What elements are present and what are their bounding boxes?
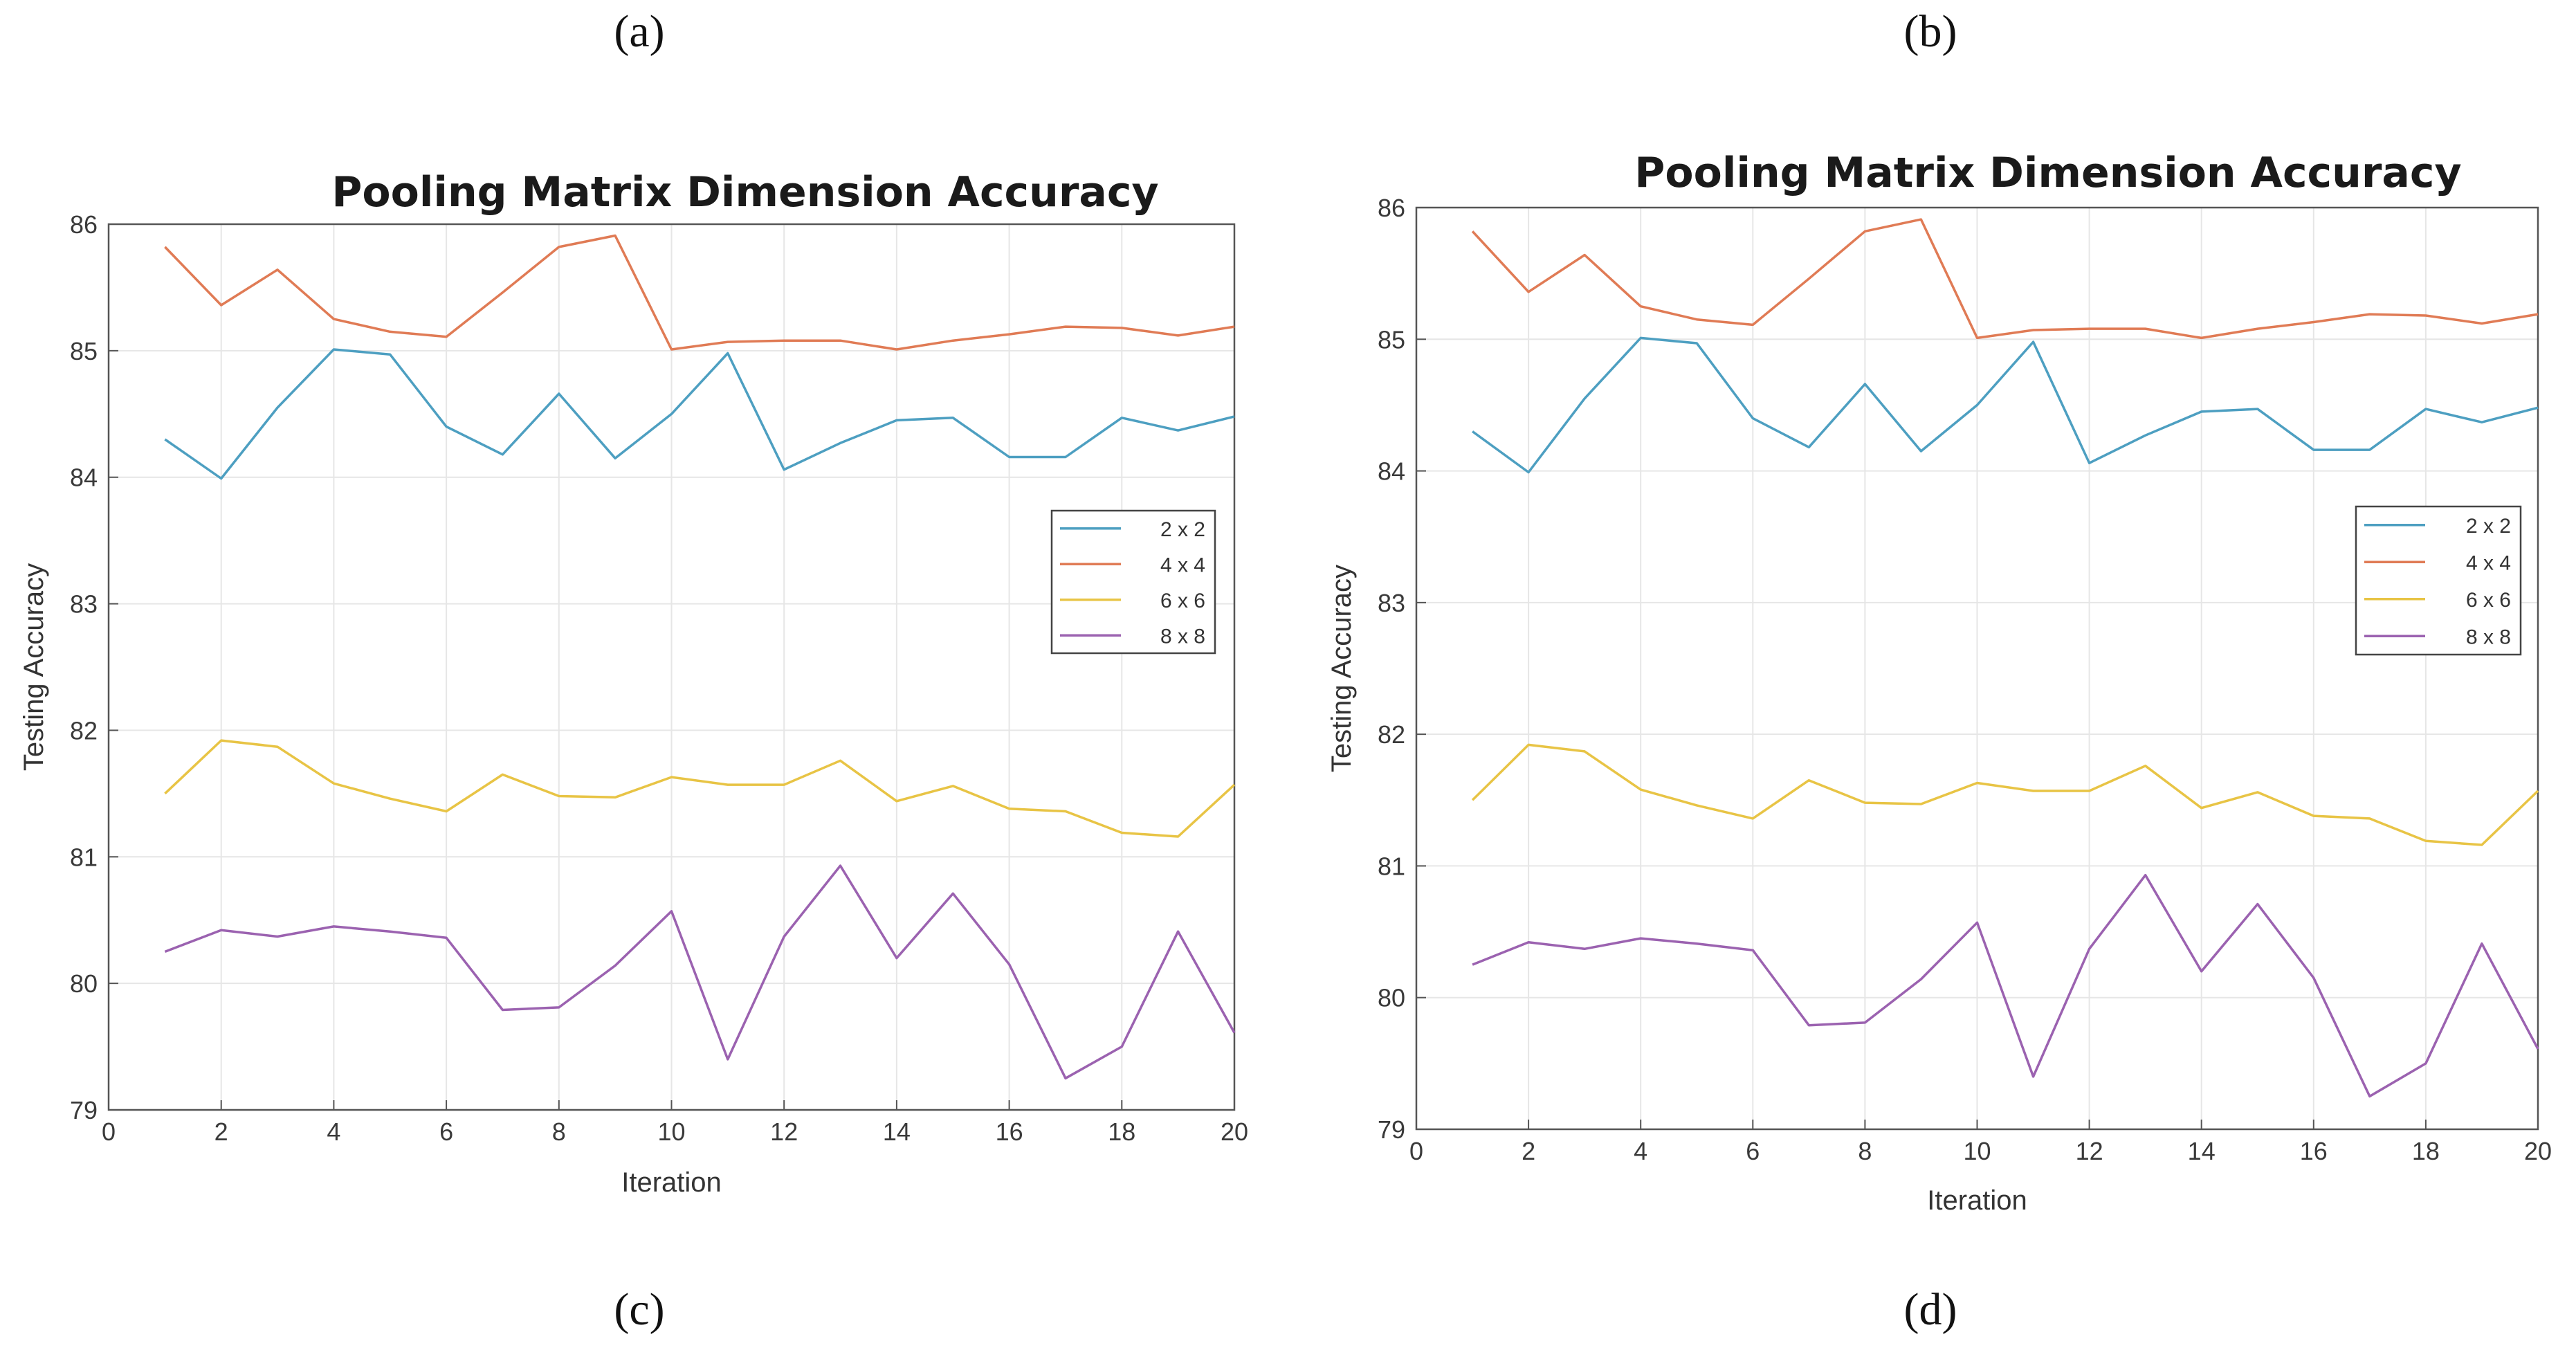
x-tick-label: 8 [1858, 1137, 1872, 1165]
y-tick-label: 86 [70, 210, 98, 239]
x-tick-label: 10 [1963, 1137, 1991, 1165]
panel-label-c: (c) [614, 1284, 665, 1335]
y-tick-label: 86 [1378, 194, 1405, 222]
y-axis-label: Testing Accuracy [19, 563, 49, 771]
legend-entry: 4 x 4 [2466, 551, 2511, 574]
legend-entry: 6 x 6 [2466, 589, 2511, 612]
x-tick-label: 18 [1108, 1118, 1135, 1146]
chart-title: Pooling Matrix Dimension Accuracy [331, 168, 1158, 217]
x-tick-label: 10 [657, 1118, 685, 1146]
x-tick-label: 12 [2076, 1137, 2103, 1165]
x-tick-label: 20 [1221, 1118, 1248, 1146]
x-tick-label: 14 [2188, 1137, 2216, 1165]
series-line-4x4 [164, 234, 1235, 351]
y-tick-label: 81 [70, 843, 98, 871]
x-tick-label: 16 [2300, 1137, 2328, 1165]
x-axis-label: Iteration [1927, 1185, 2027, 1216]
chart-left: 0 2 4 6 8 10 12 14 16 18 20 79 80 81 82 83 84 85 86 Pooling… [19, 168, 1248, 1198]
legend-entry: 2 x 2 [2466, 515, 2511, 538]
y-tick-label: 81 [1378, 852, 1405, 880]
legend-box [2355, 505, 2522, 656]
series-line-2x2 [164, 348, 1235, 480]
x-tick-label: 8 [552, 1118, 566, 1146]
x-tick-label: 20 [2524, 1137, 2552, 1165]
series-line-2x2 [1472, 336, 2539, 474]
legend-entry: 6 x 6 [1160, 590, 1205, 612]
series-line-8x8 [164, 864, 1236, 1080]
y-tick-label: 85 [70, 337, 98, 365]
x-tick-label: 6 [439, 1118, 453, 1146]
y-tick-label: 82 [70, 716, 98, 745]
panel-label-d: (d) [1903, 1284, 1957, 1335]
legend: 2 x 2 4 x 4 6 x 6 8 x 8 [1050, 509, 1216, 655]
x-tick-label: 0 [102, 1118, 116, 1146]
legend-box [1050, 509, 1216, 655]
x-tick-label: 18 [2412, 1137, 2440, 1165]
y-axis-label: Testing Accuracy [1326, 565, 1357, 772]
panel-label-b: (b) [1903, 6, 1957, 57]
y-tick-label: 85 [1378, 325, 1405, 354]
x-tick-label: 16 [996, 1118, 1023, 1146]
series-line-4x4 [1471, 218, 2539, 340]
chart-title: Pooling Matrix Dimension Accuracy [1634, 149, 2461, 197]
x-tick-label: 2 [1522, 1137, 1535, 1165]
panel-label-a: (a) [614, 6, 665, 57]
y-tick-label: 79 [1378, 1115, 1405, 1144]
series-line-8x8 [1472, 873, 2539, 1098]
x-tick-label: 6 [1746, 1137, 1760, 1165]
x-axis-label: Iteration [621, 1167, 722, 1198]
x-tick-label: 0 [1409, 1137, 1423, 1165]
x-tick-label: 2 [214, 1118, 228, 1146]
legend: 2 x 2 4 x 4 6 x 6 8 x 8 [2355, 505, 2522, 656]
chart-right: 0 2 4 6 8 10 12 14 16 18 20 79 80 81 82 83 84 85 86 Pooling… [1326, 149, 2552, 1216]
x-tick-label: 4 [327, 1118, 340, 1146]
y-tick-label: 79 [70, 1096, 98, 1124]
x-tick-label: 12 [770, 1118, 798, 1146]
y-tick-label: 80 [1378, 984, 1405, 1012]
legend-entry: 8 x 8 [1160, 625, 1205, 648]
legend-entry: 4 x 4 [1160, 554, 1205, 576]
y-tick-label: 80 [70, 969, 98, 998]
series-line-6x6 [1471, 743, 2539, 846]
legend-entry: 8 x 8 [2466, 626, 2511, 648]
series-line-6x6 [164, 739, 1236, 838]
y-tick-label: 83 [70, 590, 98, 619]
legend-entry: 2 x 2 [1160, 518, 1205, 541]
y-tick-label: 83 [1378, 589, 1405, 617]
y-tick-label: 84 [1378, 457, 1405, 486]
x-tick-label: 14 [883, 1118, 911, 1146]
y-tick-label: 84 [70, 464, 98, 492]
x-tick-label: 4 [1634, 1137, 1647, 1165]
y-tick-label: 82 [1378, 720, 1405, 749]
